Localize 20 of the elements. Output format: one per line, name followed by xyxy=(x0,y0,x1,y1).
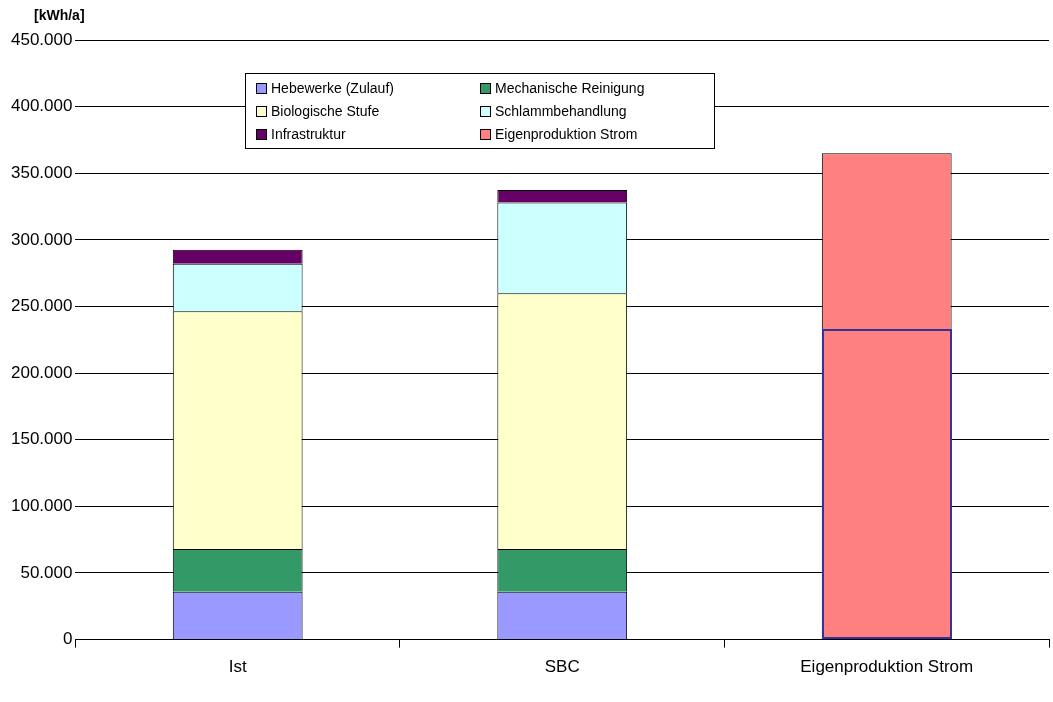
y-tick-label: 400.000 xyxy=(11,96,73,116)
y-tick-label: 0 xyxy=(62,629,73,649)
x-tick-label: Ist xyxy=(228,657,247,677)
legend-label: Eigenproduktion Strom xyxy=(495,126,638,142)
y-axis-title: [kWh/a] xyxy=(34,6,85,23)
y-tick-label: 350.000 xyxy=(11,162,73,182)
legend-label: Infrastruktur xyxy=(271,126,346,142)
legend-label: Schlammbehandlung xyxy=(495,103,627,119)
legend-label: Mechanische Reinigung xyxy=(495,80,645,96)
y-tick-label: 100.000 xyxy=(11,496,73,516)
x-tick-label: Eigenproduktion Strom xyxy=(800,657,974,677)
y-tick-label: 250.000 xyxy=(11,296,73,316)
y-tick-label: 50.000 xyxy=(20,562,73,582)
legend-label: Biologische Stufe xyxy=(271,103,380,119)
y-tick-label: 300.000 xyxy=(11,229,73,249)
legend-label: Hebewerke (Zulauf) xyxy=(271,80,394,96)
y-tick-label: 200.000 xyxy=(11,362,73,382)
y-tick-label: 150.000 xyxy=(11,429,73,449)
x-tick-label: SBC xyxy=(544,657,580,677)
y-tick-label: 450.000 xyxy=(11,29,73,49)
